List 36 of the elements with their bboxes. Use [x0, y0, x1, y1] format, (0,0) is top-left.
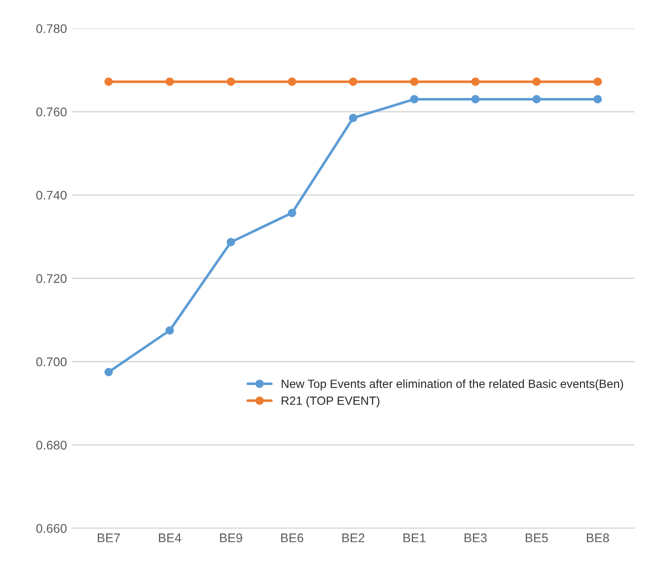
- y-tick-label: 0.720: [36, 274, 67, 283]
- point: [594, 95, 602, 104]
- x-tick-label: BE7: [98, 534, 120, 542]
- point: [104, 368, 113, 376]
- legend-label: New Top Events after elimination of the related Basic events(Ben): [282, 379, 624, 390]
- y-tick-label: 0.680: [36, 440, 67, 450]
- y-tick-label: 0.780: [36, 24, 67, 34]
- point: [471, 78, 480, 86]
- point: [532, 78, 541, 86]
- x-tick-label: BE3: [464, 533, 487, 542]
- point: [166, 78, 174, 86]
- point: [532, 95, 541, 104]
- y-tick-label: 0.760: [36, 108, 67, 116]
- y-tick-label: 0.660: [36, 524, 67, 533]
- point: [288, 208, 296, 218]
- point: [288, 78, 296, 86]
- point: [166, 326, 174, 335]
- point: [226, 238, 236, 246]
- x-tick-label: BE1: [404, 534, 426, 542]
- legend-label: R21 (TOP EVENT): [282, 396, 380, 408]
- y-tick-label: 0.740: [36, 190, 67, 200]
- point: [410, 78, 418, 86]
- x-tick-label: BE4: [158, 534, 182, 542]
- point: [226, 78, 236, 86]
- x-tick-label: BE9: [220, 533, 242, 542]
- point: [594, 78, 602, 86]
- point: [104, 78, 113, 86]
- y-tick-label: 0.700: [36, 357, 67, 366]
- x-tick-label: BE6: [281, 533, 304, 542]
- point: [348, 78, 358, 86]
- x-tick-label: BE2: [342, 533, 364, 542]
- point: [410, 95, 418, 104]
- x-tick-label: BE8: [586, 533, 609, 542]
- x-tick-label: BE5: [526, 534, 548, 542]
- point: [471, 95, 480, 104]
- point: [348, 114, 358, 122]
